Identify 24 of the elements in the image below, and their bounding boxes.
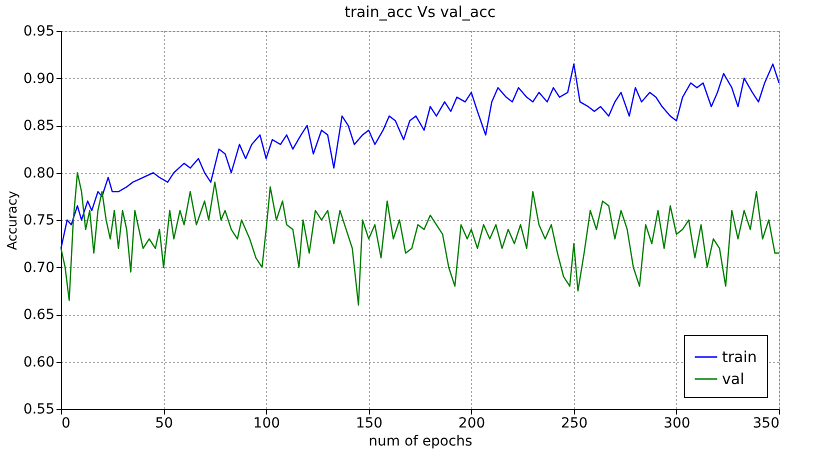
x-tick-label: 50 [155, 416, 173, 432]
y-tick-label: 0.65 [23, 307, 54, 323]
line-series [60, 172, 780, 306]
y-axis-title: Accuracy [5, 190, 20, 250]
y-tick-label: 0.95 [23, 24, 54, 40]
x-tick-label: 150 [356, 416, 383, 432]
y-tick-label: 0.60 [23, 354, 54, 370]
y-tick-label: 0.75 [23, 212, 54, 228]
legend-label: val [722, 370, 744, 388]
chart-title: train_acc Vs val_acc [344, 3, 496, 21]
line-series [60, 63, 780, 249]
x-tick-label: 350 [752, 416, 780, 432]
x-axis-title: num of epochs [368, 434, 472, 450]
y-tick-label: 0.55 [23, 402, 54, 418]
x-tick-label: 0 [62, 416, 70, 432]
x-tick-label: 200 [458, 416, 486, 432]
x-tick-label: 300 [664, 416, 690, 432]
y-tick-label: 0.90 [23, 70, 54, 87]
legend-label: train [722, 348, 757, 366]
x-tick-label: 250 [560, 416, 588, 432]
x-tick-label: 100 [253, 416, 280, 432]
y-tick-label: 0.85 [23, 118, 54, 134]
y-tick-label: 0.70 [23, 260, 54, 276]
y-tick-label: 0.80 [23, 165, 54, 182]
